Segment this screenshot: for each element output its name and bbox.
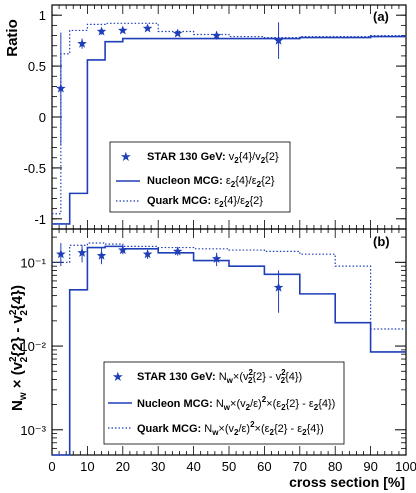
x-tick-label: 50: [222, 459, 236, 474]
legend-a-quark-label: Quark MCG: ε2{4}/ε2{2}: [147, 195, 263, 209]
x-tick-label: 10: [80, 459, 94, 474]
panel-b-data-point: [172, 246, 183, 256]
panel-a-data-point: [96, 26, 107, 36]
x-tick-label: 0: [48, 459, 55, 474]
panel-b-solid-curve: [52, 245, 406, 456]
legend-a-box: [109, 141, 291, 213]
legend-b-star-label: STAR 130 GeV: Nw×(v2 2{2} - v2 2{4}): [137, 368, 302, 385]
panel-a-data-point: [56, 83, 66, 93]
x-axis-label: cross section [%]: [289, 474, 405, 490]
x-tick-label: 40: [186, 459, 200, 474]
y-tick-label-b: 10⁻³: [20, 423, 46, 438]
panel-a-data-point: [211, 30, 222, 40]
panel-a-plot: [52, 22, 406, 225]
legend-b-star-icon: ★: [112, 369, 124, 384]
legend-a: ★ STAR 130 GeV: v2{4}/v2{2} Nucleon MCG:…: [109, 141, 291, 213]
panel-a-solid-curve: [52, 35, 406, 225]
panel-b-ylabel: Nw × (v22{2} - v22{4}): [8, 285, 30, 411]
panel-a-data-point: [273, 35, 284, 45]
x-tick-label: 80: [328, 459, 342, 474]
panel-b-dotted-curve: [52, 242, 406, 330]
panel-b-data-point: [118, 245, 128, 255]
panel-b-data-point: [211, 253, 222, 263]
y-tick-label-a: 0.5: [28, 59, 46, 74]
x-tick-label: 70: [293, 459, 307, 474]
legend-b-nucleon-label: Nucleon MCG: Nw×(v2/ε)2×(ε2{2} - ε2{4}): [137, 395, 335, 412]
x-tick-label: 60: [257, 459, 271, 474]
y-tick-label-a: 1: [39, 8, 46, 23]
panel-b-label: (b): [373, 234, 390, 249]
legend-a-nucleon-label: Nucleon MCG: ε2{4}/ε2{2}: [147, 175, 275, 189]
legend-a-star-icon: ★: [120, 149, 132, 164]
x-tick-label: 100: [395, 459, 416, 474]
panel-b-data-point: [56, 249, 66, 259]
panel-a-data-point: [142, 23, 153, 33]
panel-b-data-point: [77, 247, 87, 257]
panel-b-plot: [52, 242, 406, 456]
panel-a-data-point: [118, 25, 128, 35]
panel-a-ylabel: Ratio: [4, 19, 21, 57]
panel-a-axes: -1 -0.5 0 0.5 1: [24, 4, 407, 230]
y-tick-label-a: -0.5: [24, 161, 46, 176]
legend-b-box: [103, 361, 345, 445]
legend-b: ★ STAR 130 GeV: Nw×(v2 2{2} - v2 2{4}) Nuc…: [103, 361, 345, 445]
ylabel-b-n: N: [9, 400, 26, 411]
legend-a-star-label: STAR 130 GeV: v2{4}/v2{2}: [147, 151, 279, 165]
y-tick-label-b: 10⁻²: [20, 339, 46, 354]
panel-a-data-point: [77, 38, 87, 48]
legend-b-quark-label: Quark MCG: Nw×(v2/ε)2×(ε2{2} - ε2{4}): [137, 420, 324, 437]
x-tick-label: 90: [363, 459, 377, 474]
panel-b-data-point: [273, 282, 284, 292]
panel-b-axes: 0 10 20 30 40 50 60 70 80 90 100 10⁻³ 10⁻² 10⁻¹: [20, 229, 416, 474]
y-tick-label-a: -1: [34, 212, 46, 227]
panel-a-label: (a): [373, 9, 389, 24]
panel-a-dotted-curve: [52, 22, 406, 215]
x-tick-label: 20: [116, 459, 130, 474]
panel-b-data-point: [142, 249, 153, 259]
svg-text:Nw × (v22{2} - v22{4}): Nw × (v22{2} - v22{4}): [8, 285, 30, 411]
panel-a-data-point: [172, 28, 183, 38]
panel-b-data-point: [96, 250, 107, 260]
y-tick-label-a: 0: [39, 110, 46, 125]
x-tick-label: 30: [151, 459, 165, 474]
y-tick-label-b: 10⁻¹: [20, 255, 46, 270]
